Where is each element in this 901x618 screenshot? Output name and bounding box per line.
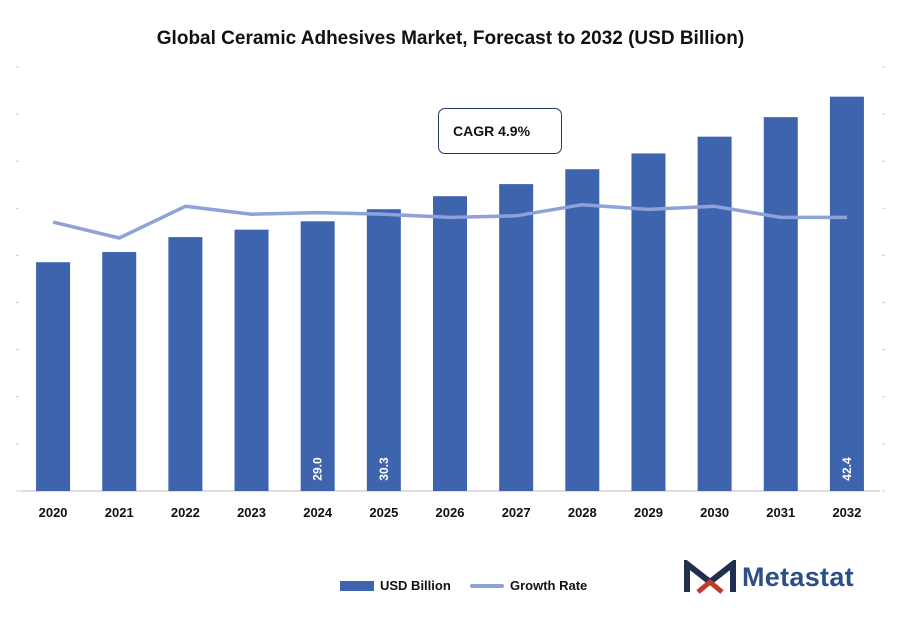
legend-swatch-line	[470, 583, 504, 588]
legend-item-bars: USD Billion	[340, 578, 451, 593]
legend-label-line: Growth Rate	[510, 578, 588, 593]
x-tick-label: 2031	[766, 505, 795, 520]
brand-name: Metastat	[742, 561, 854, 592]
legend-swatch-bar	[340, 580, 374, 591]
legend-item-line: Growth Rate	[470, 578, 587, 593]
x-tick-label: 2029	[634, 505, 663, 520]
bar-2021	[102, 251, 137, 491]
x-tick-label: 2022	[171, 505, 200, 520]
bar-2022	[168, 237, 203, 491]
x-tick-label: 2023	[237, 505, 266, 520]
x-tick-label: 2026	[436, 505, 465, 520]
bar-data-label: 30.3	[377, 457, 391, 481]
bar-2020	[36, 262, 71, 491]
legend-label-bars: USD Billion	[380, 578, 451, 593]
bar-2029	[631, 153, 666, 491]
bar-2025	[366, 209, 401, 491]
bar-2030	[697, 136, 732, 492]
x-tick-label: 2028	[568, 505, 597, 520]
bar-2026	[433, 196, 467, 491]
x-tick-label: 2027	[502, 505, 531, 520]
bar-2023	[234, 229, 269, 492]
bar-2028	[565, 169, 600, 491]
x-tick-label: 2032	[832, 505, 861, 520]
chart-title: Global Ceramic Adhesives Market, Forecas…	[156, 28, 745, 49]
bar-2027	[499, 184, 534, 491]
x-tick-label: 2025	[369, 505, 398, 520]
metastat-logo: Metastat	[684, 560, 854, 594]
x-tick-label: 2030	[700, 505, 729, 520]
cagr-annotation: CAGR 4.9%	[438, 108, 562, 154]
bar-2032	[829, 96, 864, 492]
bar-2031	[763, 117, 798, 491]
metastat-m-logo-icon	[684, 560, 736, 594]
growth-rate-line	[52, 202, 847, 240]
x-tick-label: 2024	[303, 505, 333, 520]
bar-data-label: 42.4	[840, 457, 854, 481]
x-tick-label: 2021	[105, 505, 134, 520]
x-tick-label: 2020	[39, 505, 68, 520]
cagr-label: CAGR 4.9%	[453, 123, 531, 139]
bar-2024	[300, 221, 335, 492]
bar-data-label: 29.0	[311, 457, 325, 481]
